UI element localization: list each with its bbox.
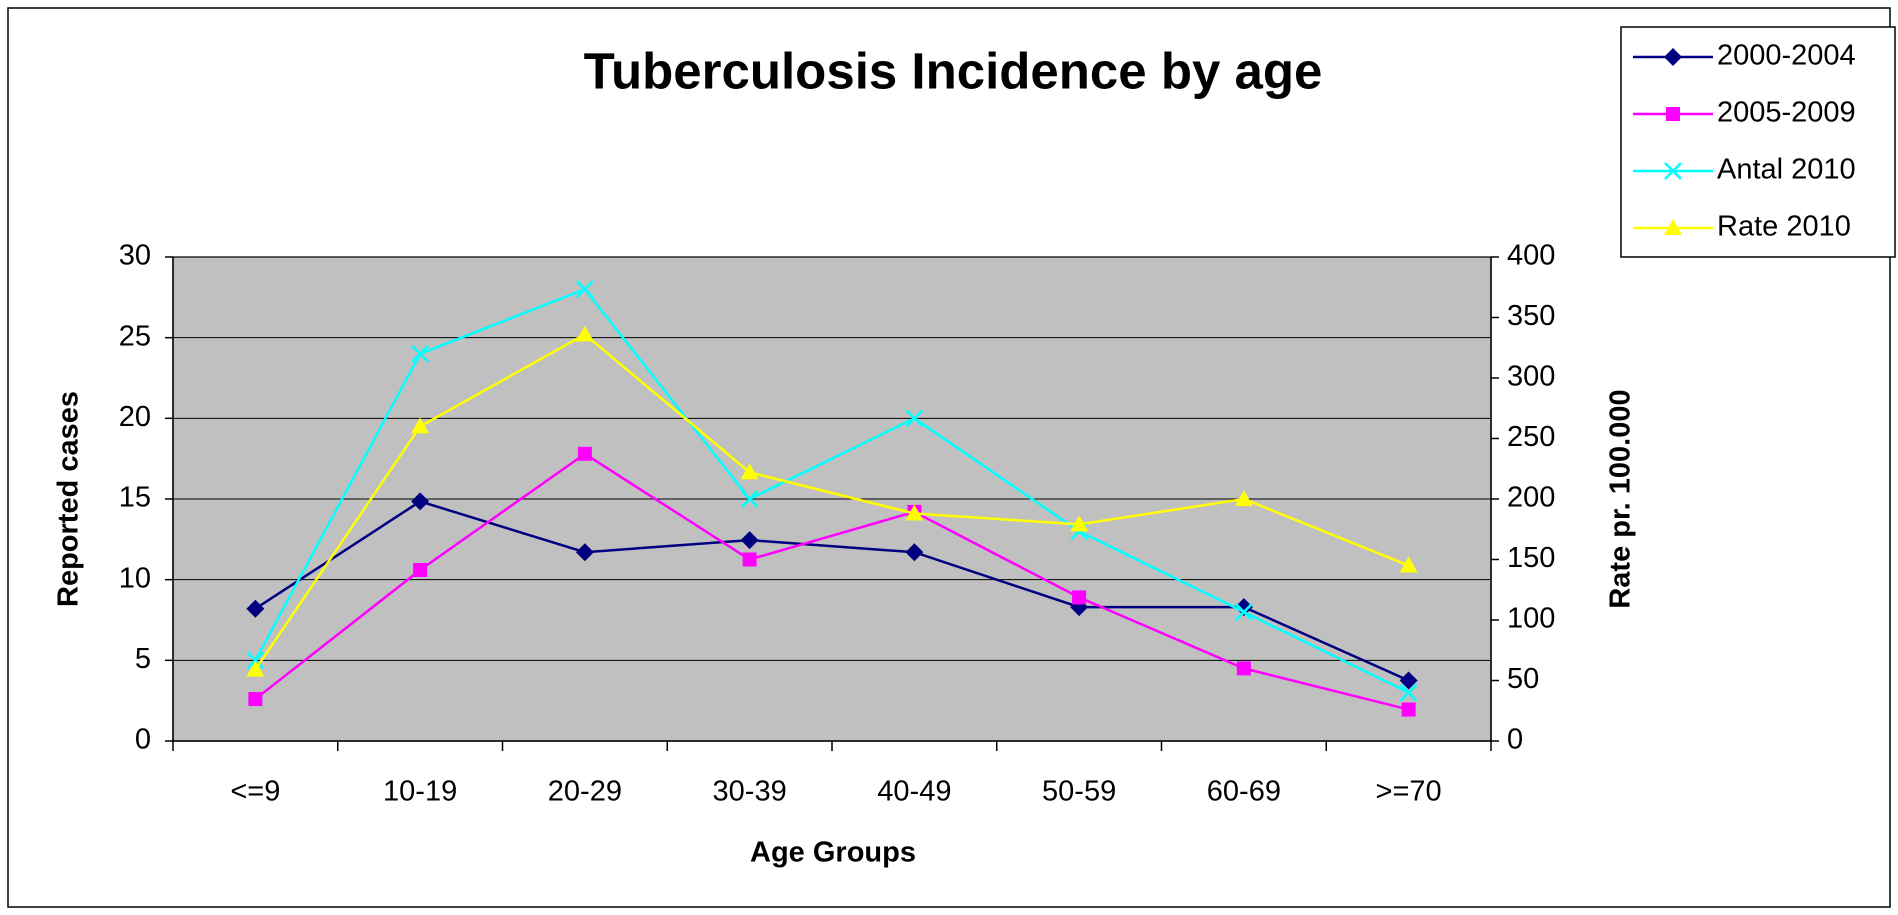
marker	[411, 492, 430, 511]
marker	[1234, 490, 1253, 506]
marker	[1399, 556, 1418, 573]
marker	[413, 562, 428, 577]
y2-tick-label: 400	[1507, 240, 1555, 272]
marker	[740, 463, 759, 480]
y-tick-label: 25	[119, 320, 151, 352]
marker	[905, 504, 924, 521]
x-tick-label: 60-69	[1207, 776, 1281, 808]
y2-tick-label: 200	[1507, 482, 1555, 514]
legend-box	[1620, 26, 1896, 258]
legend-label: Rate 2010	[1717, 211, 1851, 243]
y-tick-label: 0	[135, 724, 151, 756]
chart-title: Tuberculosis Incidence by age	[584, 42, 1323, 99]
marker	[1666, 107, 1680, 121]
marker	[1664, 219, 1682, 235]
marker	[742, 552, 757, 567]
marker	[577, 446, 592, 461]
marker	[1236, 661, 1251, 676]
x-tick-label: 10-19	[383, 776, 457, 808]
x-tick-label: <=9	[230, 776, 280, 808]
x-tick-label: 20-29	[548, 776, 622, 808]
marker	[740, 490, 759, 508]
marker	[1401, 702, 1416, 717]
x-tick-label: 40-49	[877, 776, 951, 808]
marker	[1234, 598, 1253, 617]
y-axis-label: Reported cases	[53, 391, 85, 607]
y2-axis-label: Rate pr. 100.000	[1605, 389, 1637, 608]
x-axis-label: Age Groups	[750, 837, 916, 869]
legend-label: Antal 2010	[1717, 154, 1856, 186]
legend-label: 2005-2009	[1717, 97, 1856, 129]
y2-tick-label: 100	[1507, 603, 1555, 635]
y2-tick-label: 0	[1507, 724, 1523, 756]
y2-tick-label: 150	[1507, 542, 1555, 574]
legend-label: 2000-2004	[1717, 40, 1856, 72]
marker	[575, 325, 594, 342]
y-tick-label: 10	[119, 562, 151, 594]
marker	[411, 417, 430, 434]
x-tick-label: >=70	[1376, 776, 1442, 808]
marker	[905, 543, 924, 562]
y-tick-label: 20	[119, 401, 151, 433]
marker	[740, 531, 759, 550]
series-line	[254, 332, 1410, 671]
marker	[575, 280, 594, 299]
marker	[1072, 590, 1087, 605]
marker	[1664, 162, 1682, 180]
marker	[905, 409, 924, 428]
marker	[248, 692, 263, 707]
marker	[1664, 48, 1682, 66]
marker	[1234, 603, 1253, 621]
marker	[1070, 515, 1089, 532]
y2-tick-label: 250	[1507, 421, 1555, 453]
marker	[246, 660, 265, 677]
y-tick-label: 15	[119, 482, 151, 514]
y2-tick-label: 300	[1507, 361, 1555, 393]
marker	[1399, 671, 1418, 690]
marker	[575, 543, 594, 562]
series-line	[254, 500, 1410, 682]
x-tick-label: 50-59	[1042, 776, 1116, 808]
marker	[246, 651, 265, 670]
y-tick-label: 5	[135, 643, 151, 675]
y-tick-label: 30	[119, 240, 151, 272]
marker	[1399, 683, 1418, 702]
y2-tick-label: 50	[1507, 663, 1539, 695]
y2-tick-label: 350	[1507, 300, 1555, 332]
marker	[411, 344, 430, 363]
series-line	[254, 452, 1409, 711]
x-tick-label: 30-39	[713, 776, 787, 808]
marker	[246, 599, 265, 618]
series-line	[254, 287, 1410, 694]
